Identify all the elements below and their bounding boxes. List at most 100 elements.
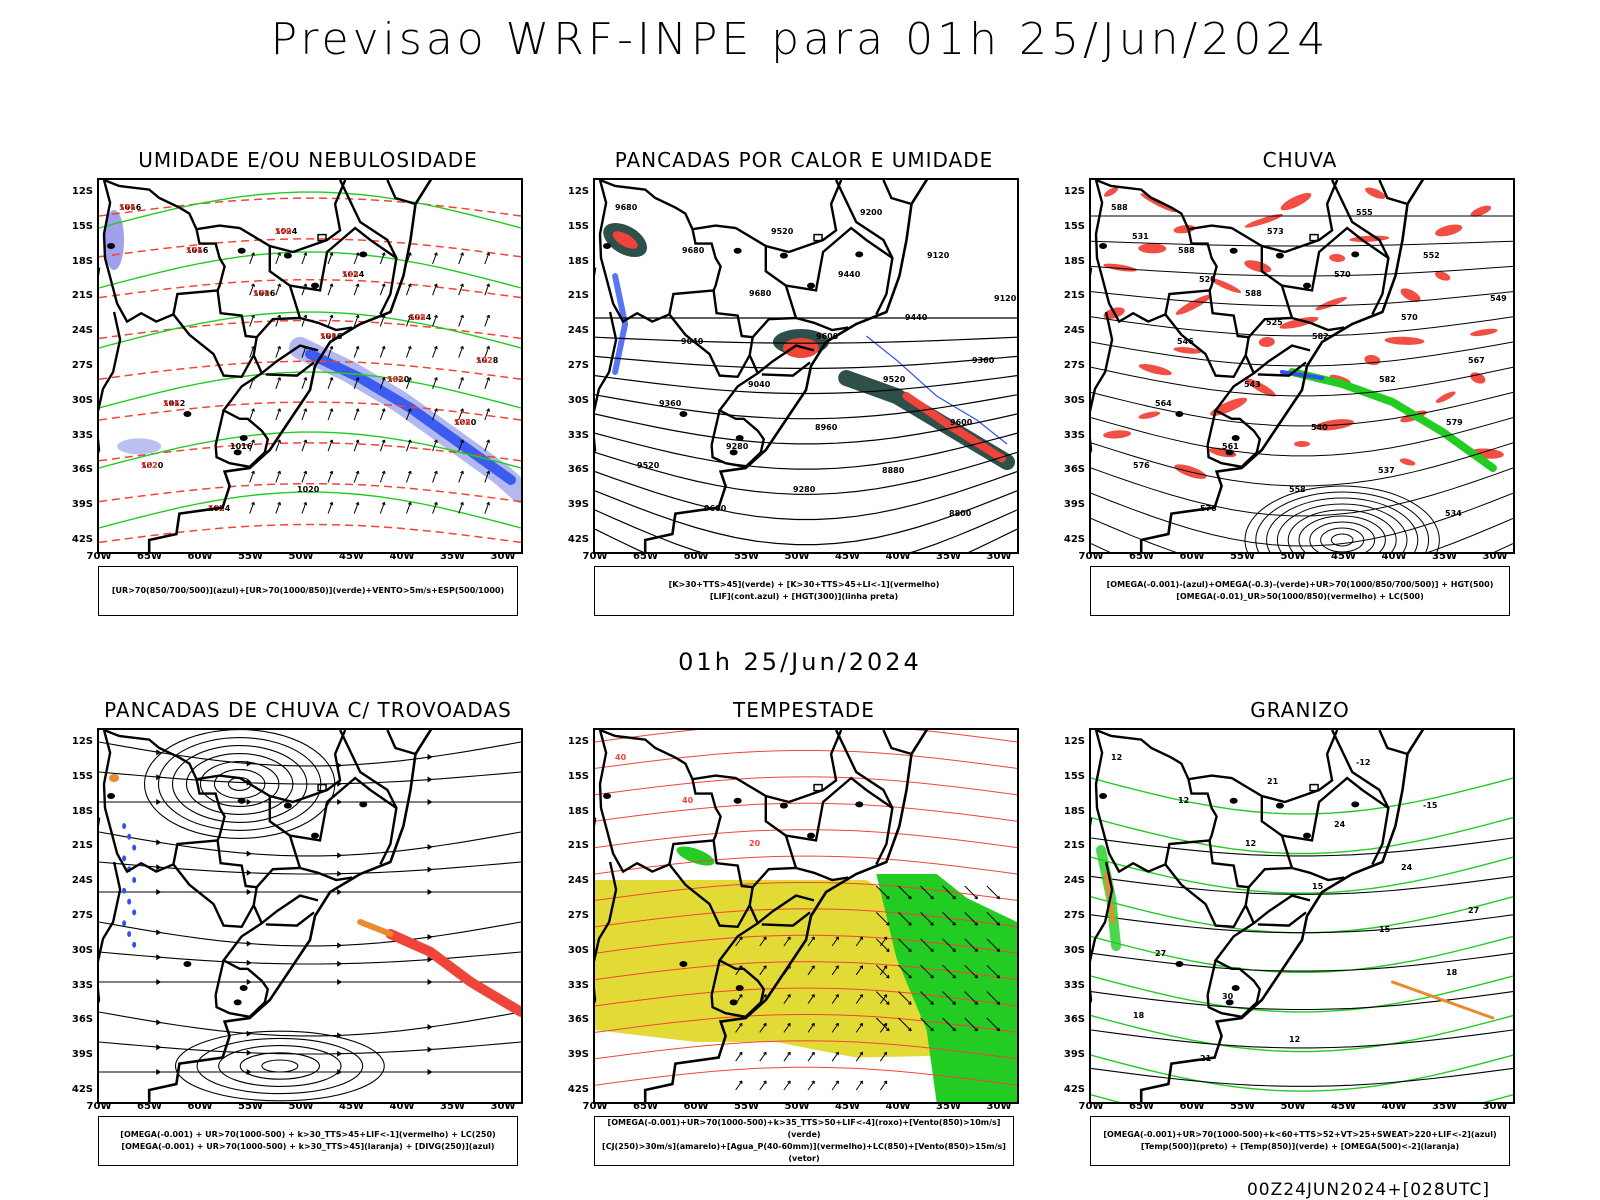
contour-label: 9680 bbox=[682, 246, 705, 255]
legend-line: [OMEGA(-0.001) + UR>70(1000-500) + k>30_… bbox=[121, 1142, 495, 1151]
map-panel-chuva: 588 588 588 582 582 579 576 576 573 570 570 567 564 5… bbox=[1089, 178, 1515, 554]
contour-label: 27 bbox=[1468, 906, 1479, 915]
contour-label: 570 bbox=[1401, 313, 1418, 322]
lon-tick-label: 55W bbox=[1230, 551, 1255, 562]
map-panel-umidade-e-ou-nebulosidade: 1016 1016 1016 1016 1020 1020 1020 1024 1024 1024… bbox=[97, 178, 523, 554]
panel-title-tempestade: TEMPESTADE bbox=[733, 698, 875, 722]
contour-label: 528 bbox=[1199, 275, 1216, 284]
lat-tick-label: 27S bbox=[567, 360, 589, 371]
lon-tick-label: 55W bbox=[1230, 1101, 1255, 1112]
lat-tick-label: 42S bbox=[71, 534, 93, 545]
contour-label: 30 bbox=[1222, 992, 1234, 1001]
lat-tick-label: 18S bbox=[1063, 255, 1085, 267]
panel-title-granizo: GRANIZO bbox=[1250, 698, 1350, 722]
legend-line: [OMEGA(-0.01)_UR>50(1000/850)(vermelho) … bbox=[1176, 592, 1424, 601]
lon-tick-label: 50W bbox=[1280, 1101, 1306, 1112]
lon-tick-label: 70W bbox=[1078, 551, 1104, 562]
contour-label: 18 bbox=[1446, 968, 1458, 977]
lon-tick-label: 60W bbox=[1179, 551, 1205, 562]
latitude-axis: 12S 15S 18S 21S 24S 27S 30S 33S 36S 39S 42S bbox=[1055, 178, 1085, 550]
contour-label: 582 bbox=[1379, 375, 1396, 384]
lon-tick-label: 65W bbox=[1129, 551, 1154, 562]
contour-label: 534 bbox=[1445, 509, 1462, 518]
legend-line: [LIF](cont.azul) + [HGT(300)](linha pret… bbox=[709, 592, 899, 601]
lat-tick-label: 39S bbox=[567, 499, 589, 511]
map-canvas bbox=[99, 730, 521, 1102]
lon-tick-label: 40W bbox=[389, 551, 415, 562]
lat-tick-label: 27S bbox=[71, 910, 93, 921]
contour-label: 9040 bbox=[748, 380, 771, 389]
lat-tick-label: 42S bbox=[567, 1084, 589, 1095]
lat-tick-label: 21S bbox=[71, 290, 93, 302]
map-panel-tempestade: 40 40 20 bbox=[593, 728, 1019, 1104]
legend-line: [K>30+TTS>45](verde) + [K>30+TTS>45+LI<-… bbox=[668, 580, 940, 589]
contour-label: 21 bbox=[1267, 777, 1279, 786]
contour-label: 540 bbox=[275, 227, 292, 236]
lon-tick-label: 40W bbox=[885, 551, 911, 562]
contour-label: 9360 bbox=[659, 399, 682, 408]
contour-label: 8960 bbox=[815, 423, 838, 432]
contour-label: 1020 bbox=[387, 375, 410, 384]
contour-label: 12 bbox=[1289, 1035, 1300, 1044]
lat-tick-label: 39S bbox=[71, 1049, 93, 1061]
lon-tick-label: 60W bbox=[683, 1101, 709, 1112]
main-title: Previsao WRF-INPE para 01h 25/Jun/2024 bbox=[270, 14, 1330, 65]
legend-box-granizo: [OMEGA(-0.001)+UR>70(1000-500)+k<60+TTS>… bbox=[1090, 1116, 1510, 1166]
contour-label: 20 bbox=[749, 839, 761, 848]
longitude-axis: 70W 65W 60W 55W 50W 45W 40W 35W 30W bbox=[87, 1101, 527, 1115]
lat-tick-label: 24S bbox=[567, 875, 589, 887]
contour-label: 570 bbox=[320, 332, 337, 341]
lon-tick-label: 45W bbox=[339, 551, 364, 562]
contour-label: 576 bbox=[119, 203, 136, 212]
contour-label: 15 bbox=[1379, 925, 1391, 934]
lat-tick-label: 12S bbox=[567, 186, 589, 197]
lat-tick-label: 21S bbox=[567, 840, 589, 852]
contour-label: 516 bbox=[163, 399, 180, 408]
lat-tick-label: 30S bbox=[71, 944, 93, 956]
lat-tick-label: 42S bbox=[1063, 1084, 1085, 1095]
legend-box-umidade-e-ou-nebulosidade: [UR>70(850/700/500)](azul)+[UR>70(1000/8… bbox=[98, 566, 518, 616]
contour-label: -15 bbox=[1423, 801, 1438, 810]
longitude-axis: 70W 65W 60W 55W 50W 45W 40W 35W 30W bbox=[583, 1101, 1023, 1115]
contour-label: 9600 bbox=[950, 418, 973, 427]
legend-box-pancadas-de-chuva-c-trovoadas: [OMEGA(-0.001) + UR>70(1000-500) + k>30_… bbox=[98, 1116, 518, 1166]
lon-tick-label: 70W bbox=[582, 551, 608, 562]
lat-tick-label: 21S bbox=[71, 840, 93, 852]
contour-label: 570 bbox=[253, 289, 270, 298]
lat-tick-label: 27S bbox=[567, 910, 589, 921]
lon-tick-label: 40W bbox=[1381, 551, 1407, 562]
lon-tick-label: 35W bbox=[936, 551, 961, 562]
lat-tick-label: 39S bbox=[1063, 1049, 1085, 1061]
panel-title-pancadas-de-chuva-c-trovoadas: PANCADAS DE CHUVA C/ TROVOADAS bbox=[104, 698, 512, 722]
contour-label: 9520 bbox=[883, 375, 906, 384]
contour-label: 525 bbox=[1266, 318, 1283, 327]
lon-tick-label: 65W bbox=[633, 551, 658, 562]
lat-tick-label: 30S bbox=[567, 944, 589, 956]
lon-tick-label: 60W bbox=[683, 551, 709, 562]
contour-label: 9120 bbox=[994, 294, 1017, 303]
contour-label: 1020 bbox=[141, 461, 164, 470]
lat-tick-label: 39S bbox=[71, 499, 93, 511]
contour-label: 552 bbox=[141, 461, 158, 470]
lat-tick-label: 18S bbox=[567, 255, 589, 267]
longitude-axis: 70W 65W 60W 55W 50W 45W 40W 35W 30W bbox=[1079, 1101, 1519, 1115]
lon-tick-label: 55W bbox=[238, 551, 263, 562]
contour-label: 1028 bbox=[476, 356, 499, 365]
contour-label: 18 bbox=[1133, 1011, 1145, 1020]
contour-label: 9520 bbox=[771, 227, 794, 236]
contour-label: 12 bbox=[1245, 839, 1256, 848]
contour-label: 588 bbox=[1178, 246, 1195, 255]
contour-label: 9680 bbox=[749, 289, 772, 298]
lat-tick-label: 21S bbox=[1063, 290, 1085, 302]
lon-tick-label: 30W bbox=[1482, 551, 1508, 562]
contour-label: 573 bbox=[1267, 227, 1284, 236]
lat-tick-label: 30S bbox=[71, 394, 93, 406]
contour-label: 12 bbox=[1178, 796, 1189, 805]
lon-tick-label: 55W bbox=[734, 1101, 759, 1112]
lat-tick-label: 12S bbox=[71, 186, 93, 197]
lon-tick-label: 30W bbox=[490, 551, 516, 562]
lat-tick-label: 15S bbox=[71, 770, 93, 782]
contour-label: 1012 bbox=[163, 399, 185, 408]
lon-tick-label: 70W bbox=[1078, 1101, 1104, 1112]
lon-tick-label: 65W bbox=[137, 1101, 162, 1112]
